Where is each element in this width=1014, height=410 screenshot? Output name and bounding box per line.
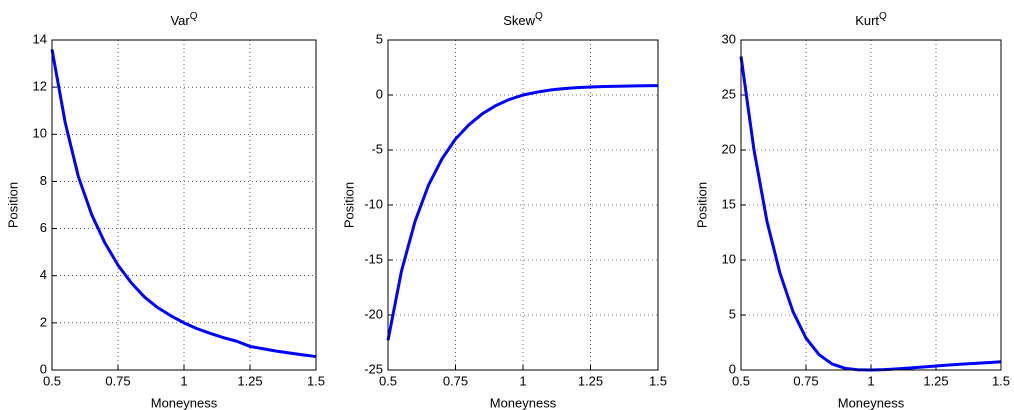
y-tick-label: 2 <box>40 314 47 329</box>
y-tick-label: -10 <box>364 196 383 211</box>
x-axis-label: Moneyness <box>151 395 218 410</box>
y-tick-label: 20 <box>722 141 736 156</box>
title-superscript: Q <box>879 11 887 22</box>
axes-box <box>740 39 1002 371</box>
x-tick-label: 1 <box>519 373 526 388</box>
y-tick-label: 12 <box>33 79 47 94</box>
x-tick-label: 0.5 <box>43 373 61 388</box>
x-tick-label: 0.75 <box>793 373 818 388</box>
y-tick-label: 15 <box>722 196 736 211</box>
title-superscript: Q <box>190 11 198 22</box>
x-tick-label: 0.5 <box>379 373 397 388</box>
x-tick-label: 1.25 <box>923 373 948 388</box>
y-axis-label: Position <box>5 182 20 228</box>
x-axis-label: Moneyness <box>490 395 557 410</box>
y-tick-label: -15 <box>364 251 383 266</box>
x-tick-label: 0.75 <box>105 373 130 388</box>
data-line <box>386 84 659 341</box>
title-superscript: Q <box>535 11 543 22</box>
y-tick-label: 6 <box>40 220 47 235</box>
x-tick-label: 1.5 <box>307 373 325 388</box>
plot-area <box>52 40 316 370</box>
y-tick-label: 8 <box>40 173 47 188</box>
y-tick-label: 10 <box>33 126 47 141</box>
axes-box <box>387 39 659 371</box>
y-tick-label: 30 <box>722 31 736 46</box>
y-axis-label: Position <box>341 182 356 228</box>
chart-title: VarQ <box>170 11 197 29</box>
y-tick-label: -25 <box>364 361 383 376</box>
y-tick-label: -20 <box>364 306 383 321</box>
x-tick-label: 0.75 <box>443 373 468 388</box>
y-tick-label: 25 <box>722 86 736 101</box>
y-tick-label: 14 <box>33 31 47 46</box>
chart-title: KurtQ <box>855 11 887 29</box>
title-main: Kurt <box>855 13 879 28</box>
x-tick-label: 1 <box>180 373 187 388</box>
x-axis-label: Moneyness <box>838 395 905 410</box>
y-tick-label: 0 <box>40 361 47 376</box>
x-tick-label: 1.25 <box>237 373 262 388</box>
title-main: Var <box>170 13 190 28</box>
y-tick-label: -5 <box>371 141 383 156</box>
y-axis-label: Position <box>694 182 709 228</box>
y-tick-label: 0 <box>729 361 736 376</box>
y-tick-label: 10 <box>722 251 736 266</box>
data-line <box>50 49 317 359</box>
x-tick-label: 1.25 <box>578 373 603 388</box>
y-tick-label: 4 <box>40 267 47 282</box>
axes-box <box>51 39 317 371</box>
x-tick-label: 0.5 <box>732 373 750 388</box>
y-tick-label: 5 <box>376 31 383 46</box>
y-tick-label: 0 <box>376 86 383 101</box>
x-tick-label: 1.5 <box>992 373 1010 388</box>
x-tick-label: 1 <box>867 373 874 388</box>
y-tick-label: 5 <box>729 306 736 321</box>
title-main: Skew <box>503 13 535 28</box>
x-tick-label: 1.5 <box>649 373 667 388</box>
chart-title: SkewQ <box>503 11 543 29</box>
